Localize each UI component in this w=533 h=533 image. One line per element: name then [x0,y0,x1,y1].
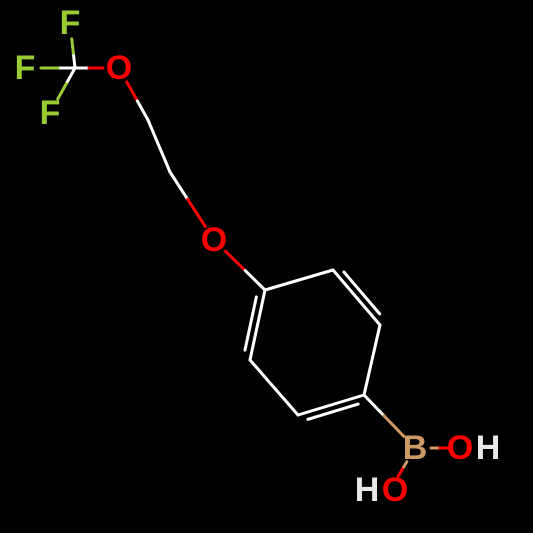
svg-text:O: O [201,221,227,259]
svg-text:H: H [476,429,501,467]
svg-text:F: F [60,4,81,42]
svg-text:F: F [40,94,61,132]
svg-text:F: F [15,49,36,87]
svg-text:O: O [106,49,132,87]
svg-text:O: O [447,429,473,467]
svg-text:H: H [355,471,380,509]
svg-text:O: O [382,471,408,509]
molecule-diagram: FFFOOBOHOH [0,0,533,533]
svg-text:B: B [403,429,428,467]
